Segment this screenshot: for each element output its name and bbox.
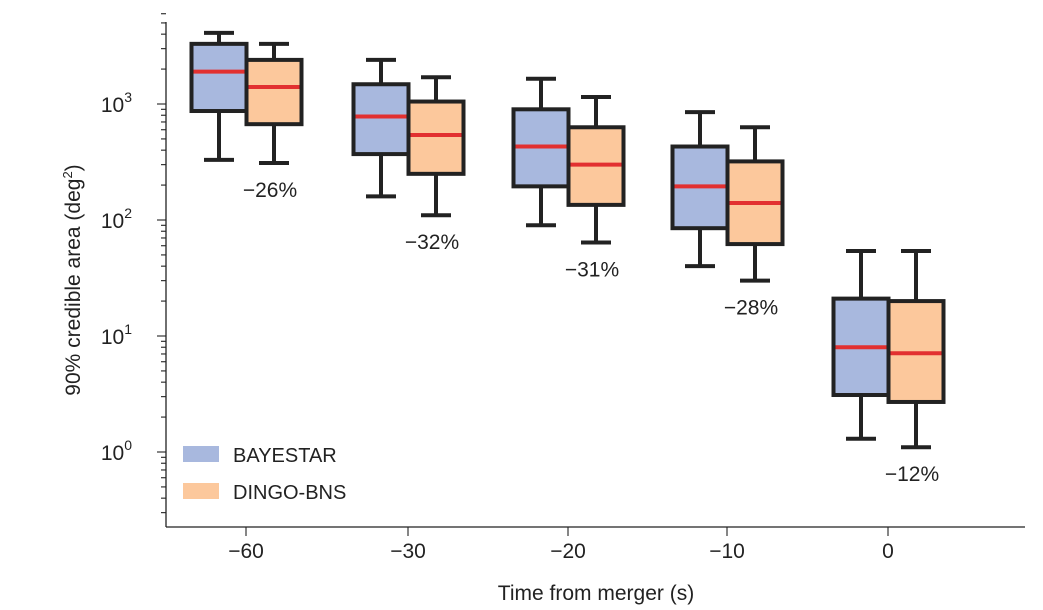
x-tick-label: −60 <box>228 540 264 563</box>
box-dingo-bns-2 <box>566 94 626 245</box>
box-plots <box>189 30 946 450</box>
legend: BAYESTAR DINGO-BNS <box>183 445 346 504</box>
legend-label-bayestar: BAYESTAR <box>233 445 337 467</box>
reduction-annotation: −26% <box>243 179 297 202</box>
x-tick-label: −10 <box>709 540 745 563</box>
box-bayestar-0 <box>189 30 249 162</box>
box-dingo-bns-4 <box>886 249 946 450</box>
box-iqr <box>244 57 304 127</box>
box-bayestar-2 <box>511 76 571 228</box>
x-tick-label: −30 <box>390 540 426 563</box>
x-tick-label: −20 <box>550 540 586 563</box>
x-axis: −60 −30 −20 −10 0 <box>166 526 1025 563</box>
box-iqr <box>351 82 411 157</box>
y-tick-label: 100 <box>101 437 132 465</box>
box-bayestar-1 <box>351 57 411 199</box>
y-axis-label: 90% credible area (deg2) <box>60 164 85 395</box>
box-dingo-bns-1 <box>406 75 466 218</box>
y-axis: 100 101 102 103 <box>101 13 167 527</box>
reduction-annotation: −12% <box>885 463 939 486</box>
reduction-annotation: −31% <box>565 258 619 281</box>
annotations: −26% −32% −31% −28% −12% <box>243 179 939 486</box>
x-axis-label: Time from merger (s) <box>498 582 694 605</box>
box-bayestar-3 <box>670 110 730 269</box>
x-ticks: −60 −30 −20 −10 0 <box>228 527 894 563</box>
legend-swatch-dingo-bns <box>183 483 219 499</box>
y-tick-label: 101 <box>101 321 132 349</box>
reduction-annotation: −28% <box>724 297 778 320</box>
box-bayestar-4 <box>831 249 891 441</box>
reduction-annotation: −32% <box>405 231 459 254</box>
box-dingo-bns-0 <box>244 41 304 166</box>
box-dingo-bns-3 <box>725 125 785 283</box>
y-ticks: 100 101 102 103 <box>101 13 166 514</box>
x-tick-label: 0 <box>882 540 894 563</box>
y-tick-label: 103 <box>101 89 132 117</box>
box-iqr <box>189 41 249 114</box>
y-tick-label: 102 <box>101 205 132 233</box>
box-iqr <box>406 99 466 176</box>
legend-swatch-bayestar <box>183 446 219 462</box>
legend-label-dingo-bns: DINGO-BNS <box>233 482 346 504</box>
